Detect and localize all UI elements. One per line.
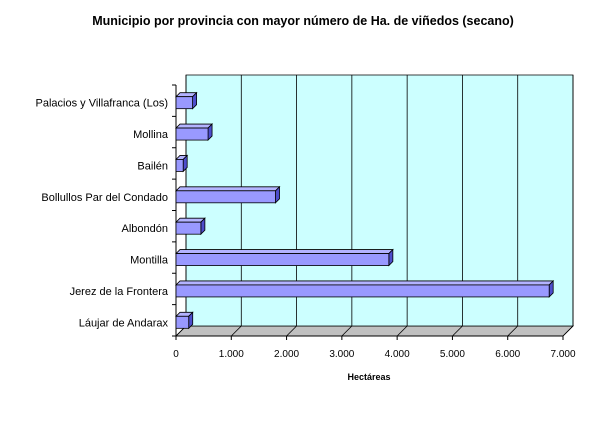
floor-gridline (562, 325, 574, 337)
category-labels: Palacios y Villafranca (Los) Mollina Bailé… (36, 98, 169, 330)
bar (175, 311, 194, 330)
x-tick-label: 3.000 (329, 349, 354, 360)
x-tick-label: 7.000 (550, 349, 575, 360)
bar (175, 217, 206, 236)
bar (175, 91, 198, 110)
floor-gridline (286, 325, 297, 337)
category-label: Bollullos Par del Condado (41, 192, 168, 204)
bar (175, 154, 189, 173)
floor-gridline (507, 325, 518, 337)
x-axis-title: Hectáreas (347, 372, 390, 382)
x-tick-label: 1.000 (219, 349, 244, 360)
chart-floor (175, 325, 574, 337)
bar (175, 248, 394, 267)
bar (175, 123, 214, 142)
x-tick-label: 5.000 (440, 349, 465, 360)
x-tick-labels: 0 1.000 2.000 3.000 4.000 5.000 6.000 7.000 (173, 349, 576, 360)
category-label: Albondón (122, 223, 169, 235)
bar (175, 185, 281, 204)
category-label: Láujar de Andarax (79, 317, 169, 329)
bars (175, 91, 555, 330)
category-label: Jerez de la Frontera (70, 286, 169, 298)
category-label: Bailén (137, 160, 168, 172)
category-label: Mollina (133, 129, 169, 141)
category-label: Montilla (130, 255, 169, 267)
x-tick-label: 6.000 (495, 349, 520, 360)
x-tick-label: 0 (173, 349, 179, 360)
x-tick-label: 2.000 (274, 349, 299, 360)
bar (175, 279, 555, 298)
floor-gridline (452, 325, 463, 337)
chart-title: Municipio por provincia con mayor número… (92, 14, 514, 28)
floor-gridline (341, 325, 353, 337)
category-label: Palacios y Villafranca (Los) (36, 98, 168, 110)
floor-gridline (231, 325, 242, 337)
floor-gridline (396, 325, 408, 337)
x-tick-label: 4.000 (385, 349, 410, 360)
